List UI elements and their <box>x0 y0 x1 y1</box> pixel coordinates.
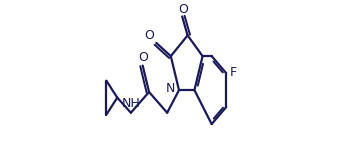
Text: NH: NH <box>122 97 141 110</box>
Text: O: O <box>144 29 154 42</box>
Text: F: F <box>229 66 237 79</box>
Text: N: N <box>166 82 176 95</box>
Text: O: O <box>178 3 188 16</box>
Text: O: O <box>138 51 148 64</box>
